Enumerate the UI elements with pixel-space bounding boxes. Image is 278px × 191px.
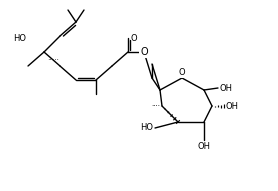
Text: ····: ···· xyxy=(151,103,160,109)
Text: OH: OH xyxy=(220,83,233,92)
Text: ·····: ····· xyxy=(47,56,59,65)
Text: OH: OH xyxy=(197,142,210,151)
Text: OH: OH xyxy=(226,101,239,111)
Text: HO: HO xyxy=(140,124,153,133)
Text: O: O xyxy=(131,33,138,43)
Text: O: O xyxy=(140,47,148,57)
Text: O: O xyxy=(179,68,185,77)
Text: HO: HO xyxy=(13,33,26,43)
